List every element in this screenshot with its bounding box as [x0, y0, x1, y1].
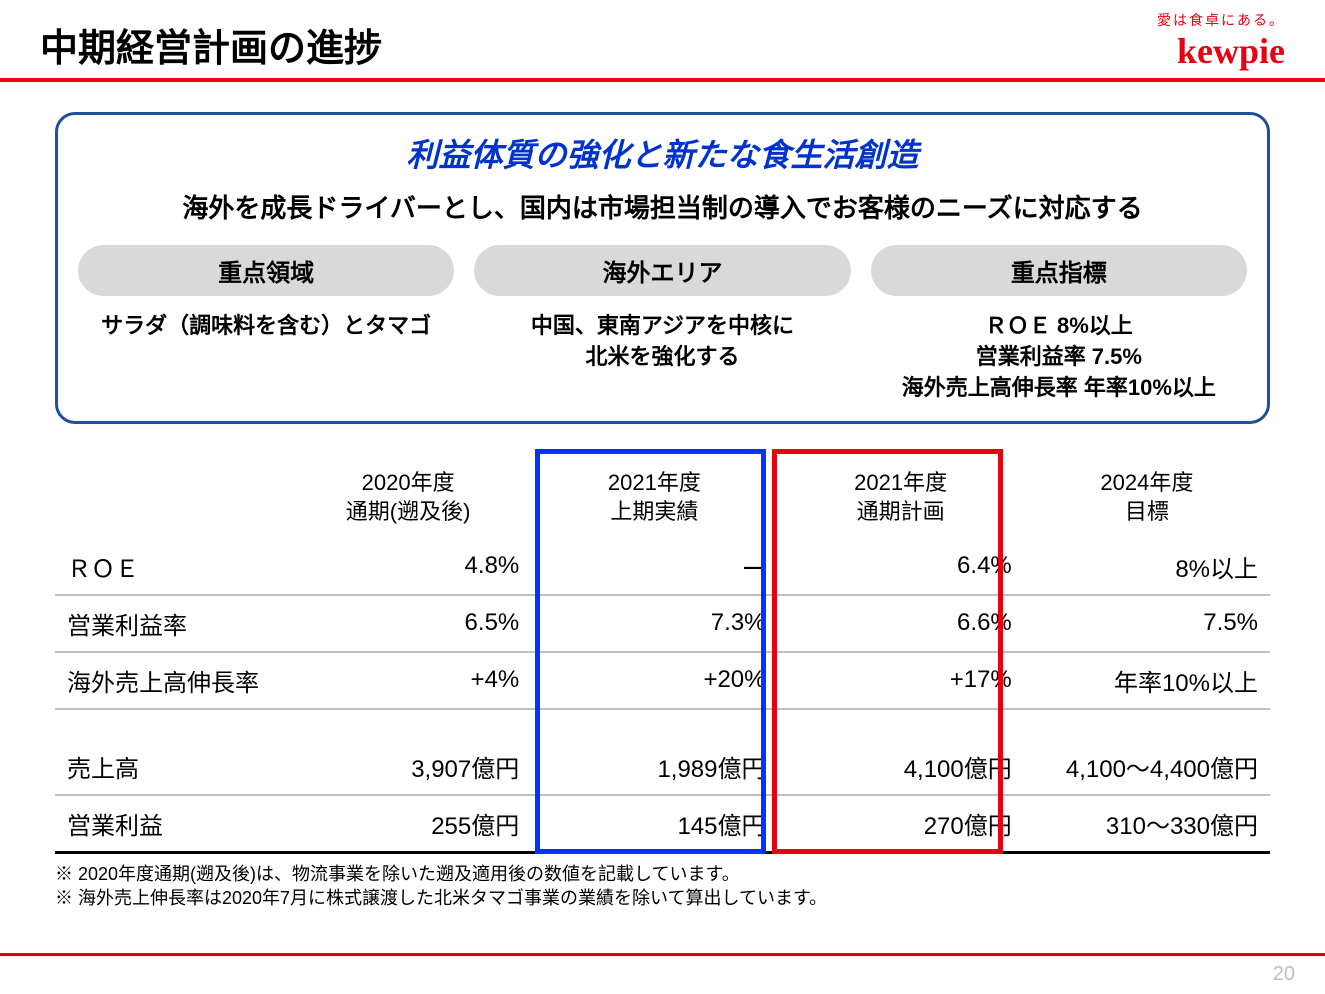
table-cell: 4.8%	[285, 539, 531, 595]
row-label: ＲＯＥ	[55, 539, 285, 595]
strategy-title: 利益体質の強化と新たな食生活創造	[78, 130, 1247, 176]
table-cell: 7.3%	[531, 595, 777, 652]
content-overseas-area: 中国、東南アジアを中核に 北米を強化する	[474, 311, 850, 403]
table-cell: 7.5%	[1024, 595, 1270, 652]
table-cell: 8%以上	[1024, 539, 1270, 595]
table-row: 営業利益255億円145億円270億円310～330億円	[55, 795, 1270, 853]
table-cell: ー	[531, 539, 777, 595]
table-row: 売上高3,907億円1,989億円4,100億円4,100～4,400億円	[55, 739, 1270, 795]
footnote-2: ※ 海外売上伸長率は2020年7月に株式譲渡した北米タマゴ事業の業績を除いて算出…	[55, 886, 1270, 910]
metrics-table-wrap: 2020年度 通期(遡及後) 2021年度 上期実績 2021年度 通期計画 2…	[55, 449, 1270, 853]
table-header-row: 2020年度 通期(遡及後) 2021年度 上期実績 2021年度 通期計画 2…	[55, 449, 1270, 538]
table-cell: 310～330億円	[1024, 795, 1270, 853]
table-gap-row	[55, 709, 1270, 739]
table-row: 営業利益率6.5%7.3%6.6%7.5%	[55, 595, 1270, 652]
header-divider	[0, 78, 1325, 82]
row-label: 営業利益	[55, 795, 285, 853]
th-blank	[55, 449, 285, 538]
footnotes: ※ 2020年度通期(遡及後)は、物流事業を除いた遡及適用後の数値を記載していま…	[55, 862, 1270, 911]
table-cell: 255億円	[285, 795, 531, 853]
table-cell: +20%	[531, 652, 777, 709]
table-cell: 6.6%	[778, 595, 1024, 652]
table-cell: 年率10%以上	[1024, 652, 1270, 709]
table-cell: +17%	[778, 652, 1024, 709]
page-title: 中期経営計画の進捗	[40, 17, 382, 72]
content-focus-area: サラダ（調味料を含む）とタマゴ	[78, 311, 454, 403]
table-cell: 6.5%	[285, 595, 531, 652]
brand-tagline: 愛は食卓にある。	[1157, 10, 1285, 30]
brand-name: kewpie	[1157, 30, 1285, 72]
pill-row: 重点領域 海外エリア 重点指標	[78, 245, 1247, 296]
table-cell: 145億円	[531, 795, 777, 853]
content-key-metrics: ＲＯＥ 8%以上 営業利益率 7.5% 海外売上高伸長率 年率10%以上	[871, 311, 1247, 403]
table-row: ＲＯＥ4.8%ー6.4%8%以上	[55, 539, 1270, 595]
pill-key-metrics: 重点指標	[871, 245, 1247, 296]
brand-logo: 愛は食卓にある。 kewpie	[1157, 10, 1285, 72]
footnote-1: ※ 2020年度通期(遡及後)は、物流事業を除いた遡及適用後の数値を記載していま…	[55, 862, 1270, 886]
metrics-table: 2020年度 通期(遡及後) 2021年度 上期実績 2021年度 通期計画 2…	[55, 449, 1270, 853]
th-fy2024-target: 2024年度 目標	[1024, 449, 1270, 538]
strategy-panel: 利益体質の強化と新たな食生活創造 海外を成長ドライバーとし、国内は市場担当制の導…	[55, 112, 1270, 424]
slide-header: 中期経営計画の進捗 愛は食卓にある。 kewpie	[0, 0, 1325, 72]
pill-focus-area: 重点領域	[78, 245, 454, 296]
footer-divider	[0, 953, 1325, 956]
table-cell: 3,907億円	[285, 739, 531, 795]
row-label: 営業利益率	[55, 595, 285, 652]
table-cell: 270億円	[778, 795, 1024, 853]
page-number: 20	[1273, 963, 1295, 986]
th-fy2020: 2020年度 通期(遡及後)	[285, 449, 531, 538]
pill-overseas-area: 海外エリア	[474, 245, 850, 296]
row-label: 海外売上高伸長率	[55, 652, 285, 709]
strategy-subtitle: 海外を成長ドライバーとし、国内は市場担当制の導入でお客様のニーズに対応する	[78, 188, 1247, 225]
th-fy2021-h1: 2021年度 上期実績	[531, 449, 777, 538]
th-fy2021-plan: 2021年度 通期計画	[778, 449, 1024, 538]
table-cell: 4,100億円	[778, 739, 1024, 795]
row-label: 売上高	[55, 739, 285, 795]
strategy-content-row: サラダ（調味料を含む）とタマゴ 中国、東南アジアを中核に 北米を強化する ＲＯＥ…	[78, 311, 1247, 403]
table-cell: 4,100～4,400億円	[1024, 739, 1270, 795]
table-row: 海外売上高伸長率+4%+20%+17%年率10%以上	[55, 652, 1270, 709]
table-cell: 1,989億円	[531, 739, 777, 795]
table-cell: 6.4%	[778, 539, 1024, 595]
table-cell: +4%	[285, 652, 531, 709]
